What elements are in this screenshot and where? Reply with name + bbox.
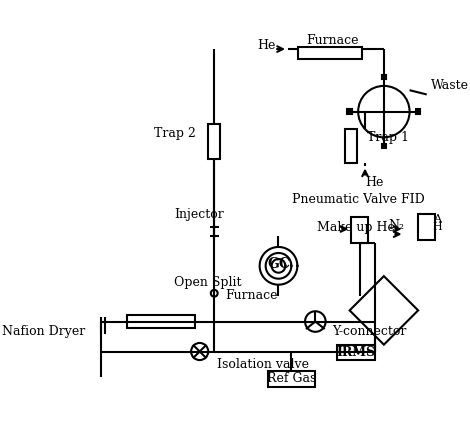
Text: H: H (432, 222, 442, 232)
Text: Y-connector: Y-connector (332, 325, 407, 338)
Bar (337, 345, 376, 360)
Bar (345, 129, 357, 163)
Text: GC: GC (267, 257, 290, 271)
Text: Make up He: Make up He (317, 221, 395, 234)
Bar (208, 124, 220, 159)
Text: Open Split: Open Split (174, 276, 242, 289)
Text: Furnace: Furnace (306, 34, 359, 47)
Bar (382, 144, 386, 148)
Bar (416, 109, 420, 114)
Text: IRMS: IRMS (336, 346, 375, 359)
Text: A: A (433, 214, 441, 224)
Text: Trap 2: Trap 2 (154, 127, 196, 140)
Bar (418, 214, 435, 240)
Bar (268, 371, 315, 387)
Text: N₂: N₂ (388, 219, 404, 232)
Text: Trap 1: Trap 1 (367, 131, 409, 144)
Text: He: He (365, 176, 384, 189)
Bar (382, 75, 386, 79)
Text: Furnace: Furnace (226, 289, 278, 302)
Text: Injector: Injector (174, 208, 224, 221)
Bar (298, 47, 362, 60)
Bar (347, 109, 352, 114)
Text: Waste: Waste (431, 79, 469, 92)
Text: Isolation valve: Isolation valve (217, 358, 309, 371)
Text: Nafion Dryer: Nafion Dryer (2, 325, 86, 338)
Text: Ref Gas: Ref Gas (266, 373, 316, 385)
Bar (351, 217, 368, 243)
Text: Pneumatic Valve FID: Pneumatic Valve FID (292, 193, 424, 206)
Bar (127, 315, 196, 327)
Text: He: He (257, 39, 276, 52)
